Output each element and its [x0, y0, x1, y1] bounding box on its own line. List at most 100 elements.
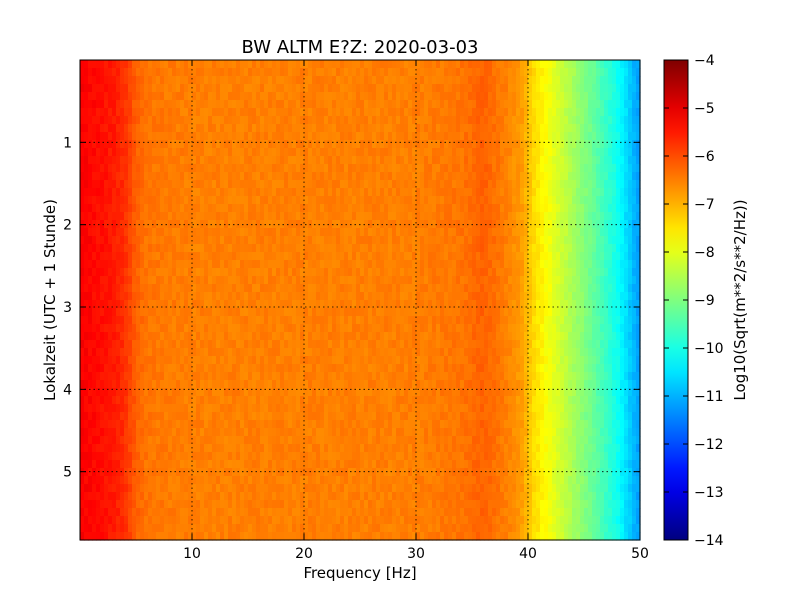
spectrogram-cell [124, 172, 129, 181]
spectrogram-cell [632, 196, 637, 205]
spectrogram-cell [272, 300, 277, 309]
spectrogram-cell [520, 300, 525, 309]
spectrogram-cell [384, 180, 389, 189]
spectrogram-cell [496, 116, 501, 125]
spectrogram-cell [232, 324, 237, 333]
spectrogram-cell [316, 100, 321, 109]
spectrogram-cell [356, 276, 361, 285]
spectrogram-cell [200, 332, 205, 341]
spectrogram-cell [120, 140, 125, 149]
spectrogram-cell [252, 108, 257, 117]
spectrogram-cell [256, 340, 261, 349]
spectrogram-cell [428, 332, 433, 341]
spectrogram-cell [244, 228, 249, 237]
spectrogram-cell [408, 332, 413, 341]
spectrogram-cell [216, 228, 221, 237]
spectrogram-cell [568, 260, 573, 269]
spectrogram-cell [440, 276, 445, 285]
spectrogram-cell [600, 76, 605, 85]
spectrogram-cell [620, 108, 625, 117]
spectrogram-cell [564, 172, 569, 181]
spectrogram-cell [604, 172, 609, 181]
spectrogram-cell [308, 212, 313, 221]
spectrogram-cell [488, 252, 493, 261]
spectrogram-cell [252, 116, 257, 125]
spectrogram-cell [124, 228, 129, 237]
spectrogram-cell [576, 292, 581, 301]
spectrogram-cell [200, 164, 205, 173]
spectrogram-cell [624, 324, 629, 333]
spectrogram-cell [544, 236, 549, 245]
spectrogram-cell [88, 132, 93, 141]
spectrogram-cell [536, 100, 541, 109]
spectrogram-cell [256, 188, 261, 197]
spectrogram-cell [100, 268, 105, 277]
spectrogram-cell [424, 180, 429, 189]
spectrogram-cell [144, 148, 149, 157]
spectrogram-cell [412, 172, 417, 181]
spectrogram-cell [276, 60, 281, 69]
spectrogram-cell [464, 84, 469, 93]
spectrogram-cell [264, 148, 269, 157]
spectrogram-cell [120, 100, 125, 109]
spectrogram-cell [500, 68, 505, 77]
spectrogram-cell [212, 284, 217, 293]
spectrogram-cell [80, 204, 85, 213]
spectrogram-cell [636, 212, 641, 221]
spectrogram-cell [452, 108, 457, 117]
spectrogram-cell [244, 324, 249, 333]
spectrogram-cell [196, 228, 201, 237]
spectrogram-cell [428, 276, 433, 285]
spectrogram-cell [388, 76, 393, 85]
spectrogram-cell [296, 196, 301, 205]
spectrogram-cell [376, 212, 381, 221]
spectrogram-cell [376, 92, 381, 101]
spectrogram-cell [592, 108, 597, 117]
spectrogram-cell [268, 204, 273, 213]
spectrogram-cell [624, 252, 629, 261]
spectrogram-cell [140, 116, 145, 125]
spectrogram-cell [368, 260, 373, 269]
spectrogram-cell [444, 92, 449, 101]
spectrogram-cell [424, 252, 429, 261]
spectrogram-cell [392, 140, 397, 149]
spectrogram-cell [416, 76, 421, 85]
spectrogram-cell [180, 196, 185, 205]
spectrogram-cell [588, 196, 593, 205]
spectrogram-cell [596, 292, 601, 301]
spectrogram-cell [484, 276, 489, 285]
spectrogram-cell [544, 116, 549, 125]
spectrogram-cell [544, 92, 549, 101]
spectrogram-cell [528, 324, 533, 333]
spectrogram-cell [316, 284, 321, 293]
spectrogram-cell [316, 220, 321, 229]
spectrogram-cell [312, 108, 317, 117]
spectrogram-cell [156, 188, 161, 197]
spectrogram-cell [424, 332, 429, 341]
spectrogram-cell [120, 212, 125, 221]
spectrogram-cell [248, 332, 253, 341]
spectrogram-cell [320, 124, 325, 133]
spectrogram-cell [280, 124, 285, 133]
spectrogram-cell [332, 148, 337, 157]
spectrogram-cell [472, 148, 477, 157]
spectrogram-cell [328, 244, 333, 253]
spectrogram-cell [336, 300, 341, 309]
spectrogram-cell [512, 300, 517, 309]
spectrogram-cell [288, 164, 293, 173]
spectrogram-cell [232, 228, 237, 237]
spectrogram-cell [456, 340, 461, 349]
spectrogram-cell [80, 324, 85, 333]
spectrogram-cell [432, 300, 437, 309]
spectrogram-cell [168, 212, 173, 221]
spectrogram-cell [564, 324, 569, 333]
spectrogram-cell [284, 196, 289, 205]
spectrogram-cell [524, 308, 529, 317]
spectrogram-cell [604, 308, 609, 317]
spectrogram-cell [360, 300, 365, 309]
spectrogram-cell [564, 332, 569, 341]
spectrogram-cell [120, 316, 125, 325]
spectrogram-cell [160, 236, 165, 245]
spectrogram-cell [316, 156, 321, 165]
spectrogram-cell [320, 220, 325, 229]
